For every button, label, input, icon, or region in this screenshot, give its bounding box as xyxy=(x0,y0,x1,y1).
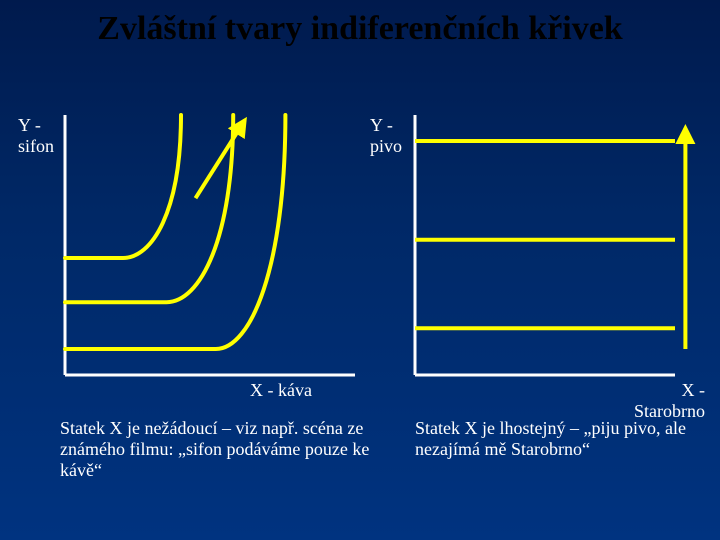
slide-title: Zvláštní tvary indiferenčních křivek xyxy=(0,10,720,48)
right-caption: Statek X je lhostejný – „piju pivo, ale … xyxy=(415,418,695,460)
right-indifference-chart xyxy=(385,85,705,405)
right-x-axis-label: X - Starobrno xyxy=(595,380,705,422)
slide-title-text: Zvláštní tvary indiferenčních křivek xyxy=(97,10,622,47)
left-caption: Statek X je nežádoucí – viz např. scéna … xyxy=(60,418,370,481)
left-indifference-chart xyxy=(35,85,385,405)
left-x-axis-label: X - káva xyxy=(250,380,312,401)
